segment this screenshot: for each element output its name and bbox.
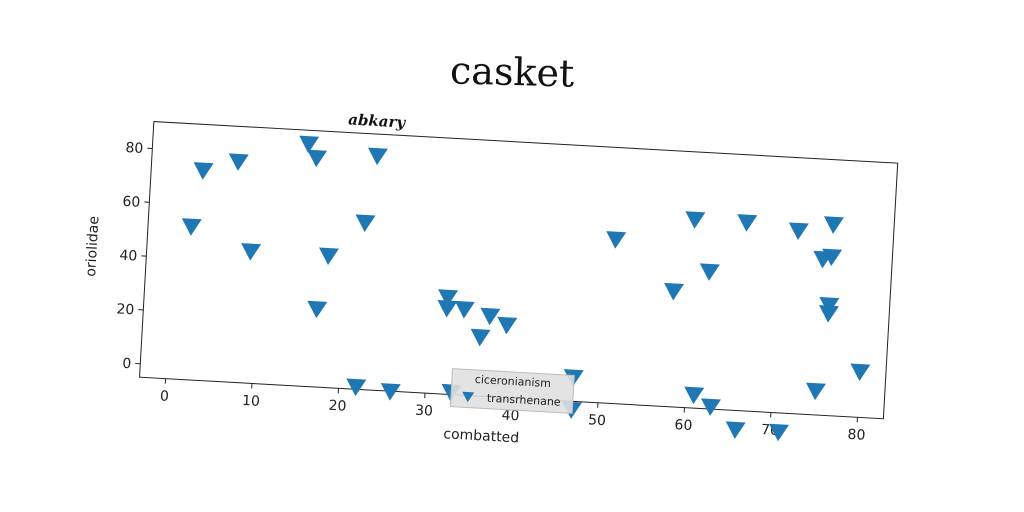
data-point-marker xyxy=(299,135,320,154)
data-point-marker xyxy=(454,300,475,319)
data-point-marker xyxy=(181,218,202,236)
x-tick-label: 10 xyxy=(242,393,261,410)
y-tick-label: 80 xyxy=(125,140,144,157)
data-point-marker xyxy=(664,282,685,301)
data-point-marker xyxy=(193,162,214,180)
data-point-marker xyxy=(788,222,809,240)
legend-title: ciceronianism xyxy=(474,373,551,390)
data-point-marker xyxy=(355,214,376,232)
data-point-marker xyxy=(437,299,458,318)
data-point-marker xyxy=(818,305,839,323)
data-point-marker xyxy=(685,211,706,229)
x-tick-label: 60 xyxy=(674,417,693,434)
x-tick-label: 80 xyxy=(847,427,866,444)
y-tick-label: 60 xyxy=(122,194,141,211)
data-point-marker xyxy=(850,363,871,382)
legend: ciceronianism transrhenane xyxy=(449,368,575,414)
data-point-marker xyxy=(737,214,758,232)
x-tick-label: 30 xyxy=(415,403,434,420)
y-axis-label: oriolidae xyxy=(83,216,102,277)
legend-box xyxy=(449,368,575,414)
data-point-marker xyxy=(470,328,491,347)
axes-title: abkary xyxy=(348,110,407,131)
data-point-marker xyxy=(228,153,249,171)
x-tick-label: 20 xyxy=(328,398,347,415)
y-tick-label: 20 xyxy=(116,301,135,318)
data-point-marker xyxy=(699,263,720,281)
x-tick-label: 0 xyxy=(160,388,170,404)
data-point-marker xyxy=(700,398,721,416)
data-point-marker xyxy=(606,231,627,249)
x-axis-ticks: 0 10 20 30 40 50 60 70 80 xyxy=(160,378,866,444)
data-point-marker xyxy=(822,248,843,267)
data-point-marker xyxy=(768,423,789,442)
data-point-marker xyxy=(318,247,339,265)
x-tick-label: 50 xyxy=(588,412,607,429)
data-point-marker xyxy=(725,421,746,439)
y-tick-label: 40 xyxy=(119,248,138,265)
data-point-marker xyxy=(823,216,844,234)
y-axis-ticks: 0 20 40 60 80 xyxy=(116,140,153,372)
data-point-marker xyxy=(497,316,518,335)
legend-marker xyxy=(462,391,475,403)
y-tick-label: 0 xyxy=(122,356,132,372)
data-point-marker xyxy=(684,386,705,405)
data-point-marker xyxy=(307,300,328,319)
legend-label-transrhenane: transrhenane xyxy=(487,392,562,409)
data-point-marker xyxy=(367,147,388,166)
data-point-marker xyxy=(480,307,501,326)
data-points xyxy=(181,135,871,442)
x-axis-label: combatted xyxy=(443,426,520,446)
data-point-marker xyxy=(805,382,826,401)
x-tick-label: 40 xyxy=(501,407,520,424)
data-point-marker xyxy=(438,289,459,307)
data-point-marker xyxy=(380,383,401,401)
data-point-marker xyxy=(307,149,328,168)
data-point-marker xyxy=(241,243,262,261)
data-point-marker xyxy=(346,378,367,397)
